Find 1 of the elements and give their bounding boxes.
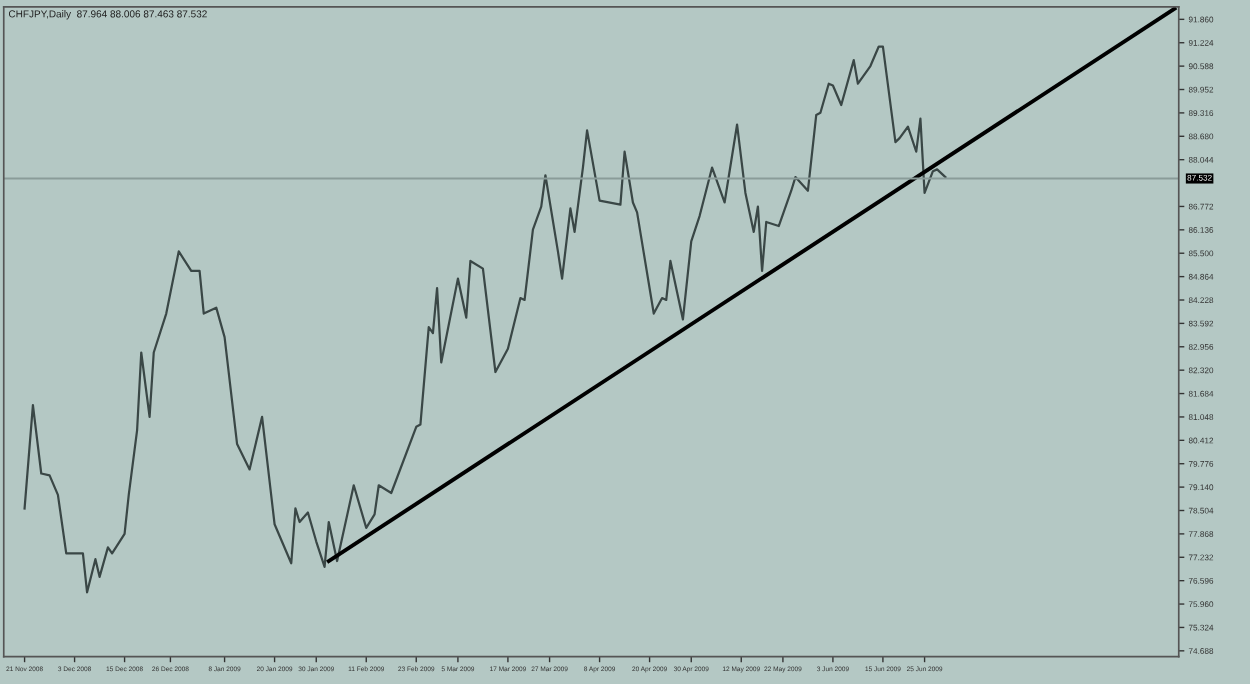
line-series	[23, 45, 947, 594]
